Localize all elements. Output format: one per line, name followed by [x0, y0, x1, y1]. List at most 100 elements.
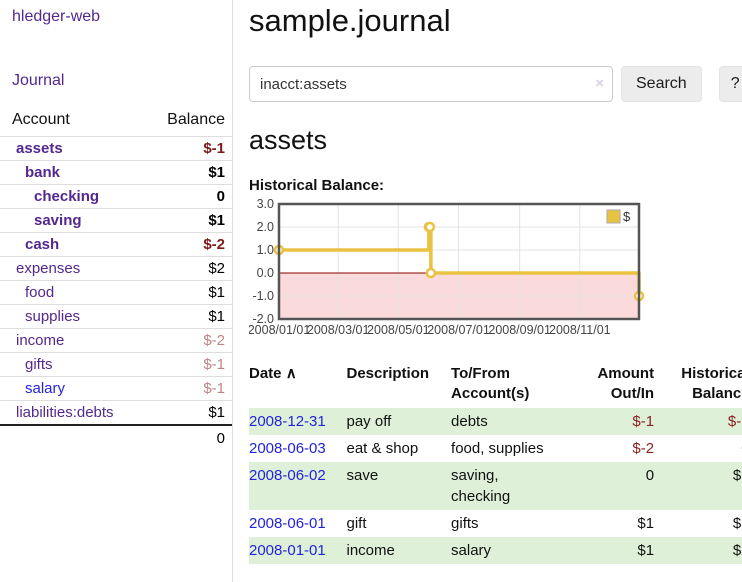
- account-balance: $-1: [147, 352, 232, 377]
- transaction-accounts: salary: [451, 542, 492, 559]
- account-heading: assets: [249, 125, 328, 155]
- account-balance: 0: [147, 184, 232, 209]
- svg-text:2008/07/01: 2008/07/01: [427, 323, 490, 337]
- svg-text:$: $: [623, 209, 631, 224]
- search-help-button[interactable]: ?: [718, 66, 742, 102]
- register-header-date[interactable]: Date ∧: [249, 365, 297, 382]
- transaction-balance: $2: [732, 515, 742, 532]
- account-row: salary $-1: [0, 376, 232, 401]
- sort-ascending-icon: ∧: [285, 365, 297, 382]
- svg-text:-1.0: -1.0: [252, 289, 274, 303]
- transaction-row: 2008-12-31 pay off debts $-1 $-1: [249, 408, 742, 435]
- transaction-description: income: [346, 542, 395, 559]
- register-header-amount: Amount Out/In: [597, 365, 655, 402]
- account-link[interactable]: salary: [25, 380, 66, 397]
- transaction-description: pay off: [346, 413, 392, 430]
- transaction-date-link[interactable]: 2008-12-31: [249, 413, 326, 430]
- accounts-header-account: Account: [12, 111, 70, 128]
- transaction-accounts: saving, checking: [451, 467, 511, 505]
- account-link[interactable]: expenses: [16, 260, 81, 277]
- page-title: sample.journal: [249, 3, 451, 38]
- account-link[interactable]: income: [16, 332, 65, 349]
- sidebar-item-journal[interactable]: Journal: [12, 72, 65, 89]
- transaction-balance: $2: [732, 467, 742, 484]
- transaction-row: 2008-06-03 eat & shop food, supplies $-20: [249, 435, 742, 462]
- svg-text:2.0: 2.0: [257, 220, 274, 234]
- accounts-header-balance: Balance: [167, 111, 225, 128]
- register-header-description: Description: [346, 365, 430, 382]
- search-input[interactable]: [249, 66, 613, 102]
- transaction-date-link[interactable]: 2008-06-03: [249, 440, 326, 457]
- account-balance: $1: [147, 400, 232, 425]
- account-balance: $-1: [147, 376, 232, 401]
- account-row: expenses $2: [0, 256, 232, 281]
- transaction-date-link[interactable]: 2008-06-02: [249, 467, 326, 484]
- account-link[interactable]: assets: [16, 140, 63, 157]
- account-link[interactable]: cash: [25, 236, 60, 253]
- account-row: food $1: [0, 280, 232, 305]
- account-balance: $-1: [147, 136, 232, 161]
- account-row: cash $-2: [0, 232, 232, 257]
- account-link[interactable]: saving: [34, 212, 82, 229]
- svg-text:2008/05/01: 2008/05/01: [367, 323, 430, 337]
- account-row: bank $1: [0, 160, 232, 185]
- transaction-row: 2008-06-01 gift gifts $1 $2: [249, 510, 742, 537]
- account-balance: $2: [147, 256, 232, 281]
- transaction-row: 2008-01-01 income salary $1 $1: [249, 537, 742, 564]
- account-balance: $-2: [147, 232, 232, 257]
- account-balance: $1: [147, 208, 232, 233]
- accounts-total-value: 0: [0, 424, 232, 451]
- account-link[interactable]: checking: [34, 188, 100, 205]
- account-row: income $-2: [0, 328, 232, 353]
- svg-text:1.0: 1.0: [257, 243, 274, 257]
- svg-text:3.0: 3.0: [257, 199, 274, 211]
- register-header-accounts: To/From Account(s): [451, 365, 530, 402]
- transaction-accounts: food, supplies: [451, 440, 544, 457]
- transaction-description: save: [346, 467, 379, 484]
- search-button[interactable]: Search: [621, 66, 702, 102]
- account-link[interactable]: food: [25, 284, 55, 301]
- transaction-balance: $1: [732, 542, 742, 559]
- account-row: supplies $1: [0, 304, 232, 329]
- app-brand-link[interactable]: hledger-web: [12, 8, 101, 25]
- account-row: checking 0: [0, 184, 232, 209]
- transaction-description: gift: [346, 515, 367, 532]
- account-balance: $1: [147, 280, 232, 305]
- svg-text:0.0: 0.0: [257, 266, 274, 280]
- account-balance: $-2: [147, 328, 232, 353]
- accounts-total-row: 0: [0, 424, 232, 451]
- historical-balance-chart: 3.0 2.0 1.0 0.0 -1.0 -2.0 2008/01/01 2008/03/01…: [248, 197, 742, 346]
- search-form: × Search ?: [249, 66, 742, 102]
- accounts-table: Account Balance assets $-1 bank $1 checking 0…: [0, 111, 232, 451]
- transaction-balance: 0: [656, 435, 742, 462]
- chart-title: Historical Balance:: [249, 177, 385, 194]
- account-balance: $1: [147, 160, 232, 185]
- account-balance: $1: [147, 304, 232, 329]
- transaction-amount: $-1: [632, 413, 655, 430]
- transaction-amount: $1: [637, 542, 655, 559]
- transaction-date-link[interactable]: 2008-01-01: [249, 542, 326, 559]
- account-row: gifts $-1: [0, 352, 232, 377]
- account-link[interactable]: liabilities:debts: [16, 404, 114, 421]
- account-link[interactable]: bank: [25, 164, 61, 181]
- account-link[interactable]: supplies: [25, 308, 81, 325]
- transaction-description: eat & shop: [346, 440, 419, 457]
- svg-text:2008/09/01: 2008/09/01: [488, 323, 551, 337]
- transaction-amount: 0: [645, 467, 655, 484]
- transaction-amount: $-2: [632, 440, 655, 457]
- transaction-date-link[interactable]: 2008-06-01: [249, 515, 326, 532]
- transaction-balance: $-1: [727, 413, 742, 430]
- transaction-amount: $1: [637, 515, 655, 532]
- svg-text:2008/03/01: 2008/03/01: [307, 323, 370, 337]
- transaction-accounts: debts: [451, 413, 488, 430]
- sidebar: hledger-web Journal Account Balance asse…: [0, 0, 233, 582]
- svg-text:2008/11/01: 2008/11/01: [549, 323, 611, 337]
- svg-text:-2.0: -2.0: [252, 312, 274, 326]
- transaction-accounts: gifts: [451, 515, 479, 532]
- account-row: saving $1: [0, 208, 232, 233]
- main-content: sample.journal × Search ? assets Histori…: [233, 0, 742, 582]
- chart-canvas: 3.0 2.0 1.0 0.0 -1.0 -2.02008/01/012008/03/01…: [248, 197, 645, 337]
- clear-search-icon[interactable]: ×: [595, 75, 604, 92]
- svg-text:2008/01/01: 2008/01/01: [249, 323, 310, 337]
- account-link[interactable]: gifts: [25, 356, 53, 373]
